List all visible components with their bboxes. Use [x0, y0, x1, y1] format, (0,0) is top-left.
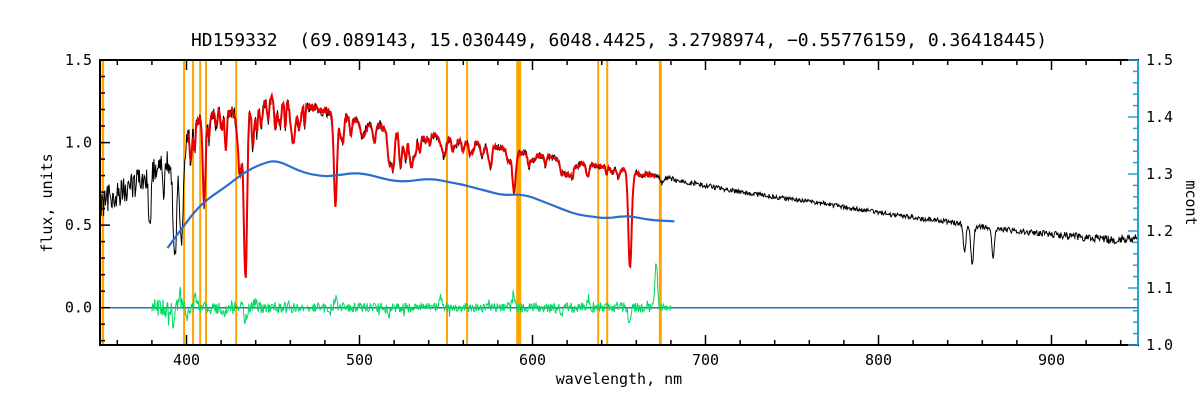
y-axis-label-right: mcont — [1182, 180, 1200, 225]
tick-label: 800 — [865, 351, 892, 369]
residuals-series — [151, 263, 672, 329]
tick-label: 1.0 — [1146, 336, 1173, 354]
plot-title: HD159332 (69.089143, 15.030449, 6048.442… — [191, 30, 1047, 51]
tick-label: 600 — [519, 351, 546, 369]
tick-label: 1.1 — [1146, 279, 1173, 297]
y-axis-label-left: flux, units — [38, 153, 56, 252]
x-axis-label: wavelength, nm — [556, 370, 682, 388]
fitted-spectrum-series — [187, 91, 657, 278]
tick-label: 500 — [346, 351, 373, 369]
tick-label: 400 — [173, 351, 200, 369]
plot-frame — [99, 59, 1139, 346]
tick-label: 1.3 — [1146, 165, 1173, 183]
mcont-series — [166, 160, 675, 249]
tick-label: 0.0 — [65, 299, 92, 317]
tick-label: 1.2 — [1146, 222, 1173, 240]
curves — [100, 91, 1138, 329]
tick-label: 700 — [692, 351, 719, 369]
tick-label: 1.4 — [1146, 108, 1173, 126]
plot-content: 400 500 600 700 800 900 0.0 0.5 1.0 1.5 1.0 1.1 1.2 1… — [65, 51, 1173, 369]
tick-label: 1.0 — [65, 134, 92, 152]
tick-label: 0.5 — [65, 216, 92, 234]
tick-label: 1.5 — [65, 51, 92, 69]
axis-ticks: 400 500 600 700 800 900 0.0 0.5 1.0 1.5 1.0 1.1 1.2 1… — [65, 51, 1173, 369]
tick-label: 1.5 — [1146, 51, 1173, 69]
tick-label: 900 — [1038, 351, 1065, 369]
line-markers — [101, 60, 662, 345]
